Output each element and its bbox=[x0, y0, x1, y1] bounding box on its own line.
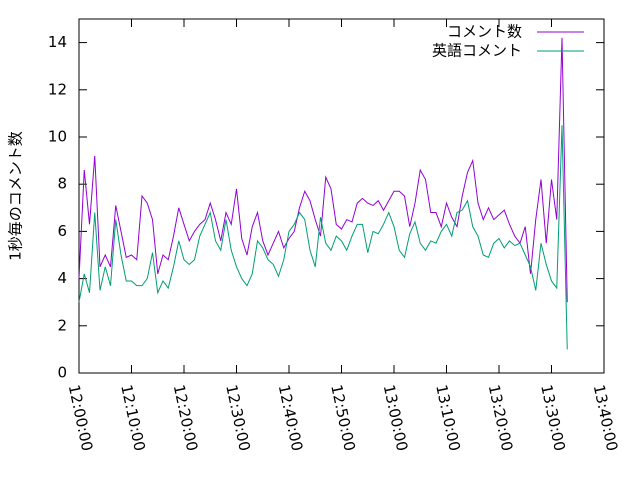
x-tick-label: 12:20:00 bbox=[170, 383, 202, 453]
y-tick-label: 8 bbox=[57, 175, 67, 193]
x-tick-label: 12:40:00 bbox=[275, 383, 307, 453]
x-tick-label: 12:30:00 bbox=[222, 383, 254, 453]
x-tick-label: 13:10:00 bbox=[432, 383, 464, 453]
x-tick-label: 13:20:00 bbox=[485, 383, 517, 453]
x-tick-label: 12:50:00 bbox=[327, 383, 359, 453]
plot-frame bbox=[78, 18, 605, 374]
series-line bbox=[78, 37, 568, 303]
x-tick-label: 12:10:00 bbox=[117, 383, 149, 453]
y-tick-label: 6 bbox=[57, 222, 67, 240]
legend-label: 英語コメント bbox=[432, 42, 522, 60]
y-tick-label: 12 bbox=[48, 80, 67, 98]
legend-label: コメント数 bbox=[447, 23, 522, 41]
y-tick-label: 0 bbox=[57, 364, 67, 382]
series-line bbox=[78, 125, 568, 350]
y-tick-label: 2 bbox=[57, 316, 67, 334]
x-tick-label: 13:00:00 bbox=[380, 383, 412, 453]
y-tick-label: 14 bbox=[48, 33, 67, 51]
x-tick-label: 12:00:00 bbox=[65, 383, 97, 453]
y-axis-label: 1秒毎のコメント数 bbox=[7, 131, 25, 261]
y-tick-label: 10 bbox=[48, 128, 67, 146]
x-tick-label: 13:30:00 bbox=[537, 383, 569, 453]
y-tick-label: 4 bbox=[57, 269, 67, 287]
x-tick-label: 13:40:00 bbox=[590, 383, 622, 453]
